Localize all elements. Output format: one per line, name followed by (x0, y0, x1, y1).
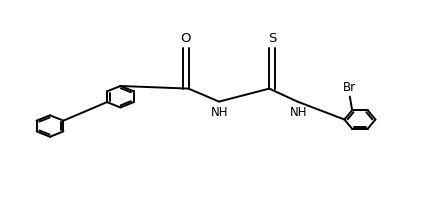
Text: S: S (268, 32, 276, 45)
Text: NH: NH (211, 105, 229, 118)
Text: Br: Br (343, 81, 357, 94)
Text: NH: NH (290, 105, 307, 118)
Text: O: O (181, 32, 191, 45)
